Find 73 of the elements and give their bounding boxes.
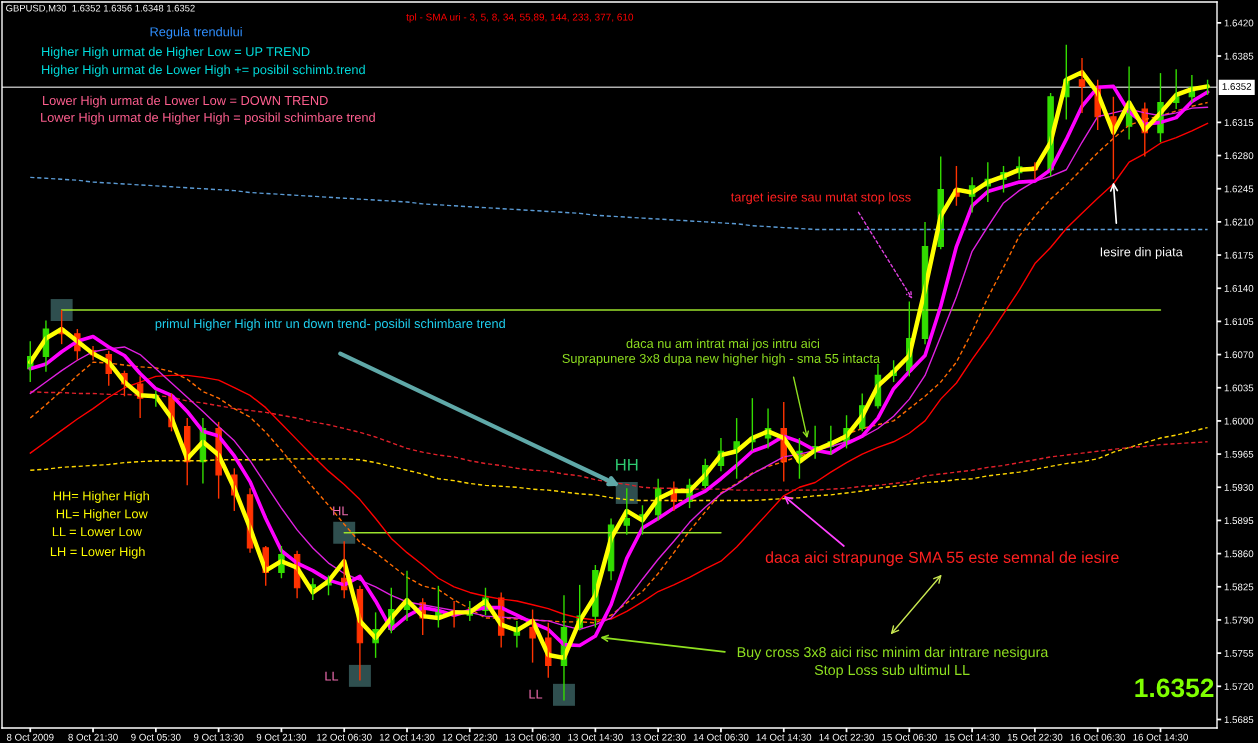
x-tick-label: 8 Oct 2009 — [6, 733, 54, 741]
annotation: HH= Higher High — [53, 491, 149, 503]
ref-line-label: 1.6352 — [1222, 83, 1252, 90]
y-tick-label: 1.6070 — [1224, 351, 1254, 359]
annotation: LH = Lower High — [50, 546, 145, 559]
x-tick-label: 14 Oct 14:30 — [756, 733, 812, 741]
x-tick-label: 8 Oct 21:30 — [68, 733, 118, 741]
x-tick-label: 9 Oct 13:30 — [193, 733, 244, 741]
point — [348, 664, 371, 687]
x-tick-label: 9 Oct 05:30 — [131, 733, 181, 741]
text: tpl - SMA uri - 3, 5, 8, 34, 55,89, 144, 233, 377, 610 — [406, 13, 634, 23]
x-tick-label: 15 Oct 14:30 — [945, 733, 1000, 741]
x-tick-label: 13 Oct 14:30 — [568, 733, 623, 741]
x-tick-label: 16 Oct 14:30 — [1133, 733, 1188, 741]
point — [50, 299, 73, 322]
y-tick-label: 1.5860 — [1224, 550, 1254, 558]
y-tick-label: 1.6175 — [1224, 251, 1254, 259]
annotation: Higher High urmat de Lower High += posibil schimb.trend — [42, 64, 365, 77]
annotation: Regula trendului — [150, 26, 242, 39]
y-tick-label: 1.5965 — [1224, 450, 1254, 458]
x-tick-label: 12 Oct 22:30 — [442, 733, 498, 741]
x-tick-label: 9 Oct 21:30 — [256, 733, 307, 741]
annotation: Suprapunere 3x8 dupa new higher high - sma 55 intacta — [562, 353, 881, 366]
y-tick-label: 1.6385 — [1224, 52, 1254, 60]
y-tick-label: 1.5895 — [1224, 517, 1254, 525]
point — [606, 476, 618, 487]
x-tick-label: 14 Oct 06:30 — [693, 733, 749, 741]
y-tick-label: 1.6000 — [1224, 417, 1254, 425]
y-tick-label: 1.6210 — [1224, 218, 1254, 226]
x-tick-label: 14 Oct 22:30 — [819, 733, 874, 741]
annotation: LL — [529, 689, 543, 699]
y-tick-label: 1.6035 — [1224, 384, 1254, 392]
point — [333, 521, 356, 544]
candlestick — [623, 487, 630, 536]
x-tick-label: 13 Oct 22:30 — [631, 733, 686, 741]
annotation: HL — [333, 506, 349, 516]
y-tick-label: 1.5930 — [1224, 484, 1254, 491]
y-tick-label: 1.5825 — [1224, 583, 1254, 591]
x-tick-label: 13 Oct 06:30 — [505, 733, 561, 741]
y-tick-label: 1.5755 — [1224, 649, 1254, 657]
y-tick-label: 1.6280 — [1224, 152, 1254, 160]
annotation: Stop Loss sub ultimul LL — [814, 664, 970, 678]
annotation: HH — [616, 458, 638, 471]
annotation: daca nu am intrat mai jos intru aici — [626, 338, 819, 351]
x-tick-label: 16 Oct 06:30 — [1070, 733, 1126, 741]
y-tick-label: 1.6245 — [1224, 185, 1254, 193]
y-tick-label: 1.5685 — [1224, 716, 1254, 724]
annotation: Lower High urmat de Lower Low = DOWN TREND — [43, 95, 328, 108]
annotation: LL = Lower Low — [52, 527, 142, 537]
annotation: HL= Higher Low — [56, 508, 148, 521]
x-tick-label: 15 Oct 06:30 — [882, 733, 937, 741]
annotation: Higher High urmat de Higher Low = UP TREND — [42, 46, 310, 59]
annotation: primul Higher High intr un down trend- posibil schimbare trend — [155, 318, 505, 331]
x-tick-label: 15 Oct 22:30 — [1007, 733, 1063, 741]
line-series — [29, 176, 1209, 231]
line-series — [29, 426, 1209, 502]
y-tick-label: 1.5790 — [1224, 616, 1254, 624]
annotation: target iesire sau mutat stop loss — [730, 192, 911, 205]
y-tick-label: 1.6105 — [1224, 318, 1254, 326]
y-tick-label: 1.6315 — [1224, 119, 1254, 126]
annotation: Iesire din piata — [1100, 247, 1183, 259]
x-tick-label: 12 Oct 14:30 — [379, 733, 435, 741]
chart-title: GBPUSD,M30 1.6352 1.6356 1.6348 1.6352 — [6, 4, 195, 13]
point — [553, 683, 575, 706]
y-tick-label: 1.6140 — [1224, 284, 1254, 292]
y-tick-label: 1.6420 — [1224, 19, 1254, 27]
x-tick-label: 12 Oct 06:30 — [317, 733, 372, 741]
annotation: LL — [325, 671, 339, 681]
annotation: 1.6352 — [1135, 678, 1214, 698]
y-tick-label: 1.5720 — [1224, 683, 1254, 690]
annotation: Buy cross 3x8 aici risc minim dar intrare nesigura — [737, 646, 1049, 660]
annotation: Lower High urmat de Higher High = posibil schimbare trend — [41, 112, 375, 125]
annotation: daca aici strapunge SMA 55 este semnal de iesire — [765, 551, 1119, 567]
